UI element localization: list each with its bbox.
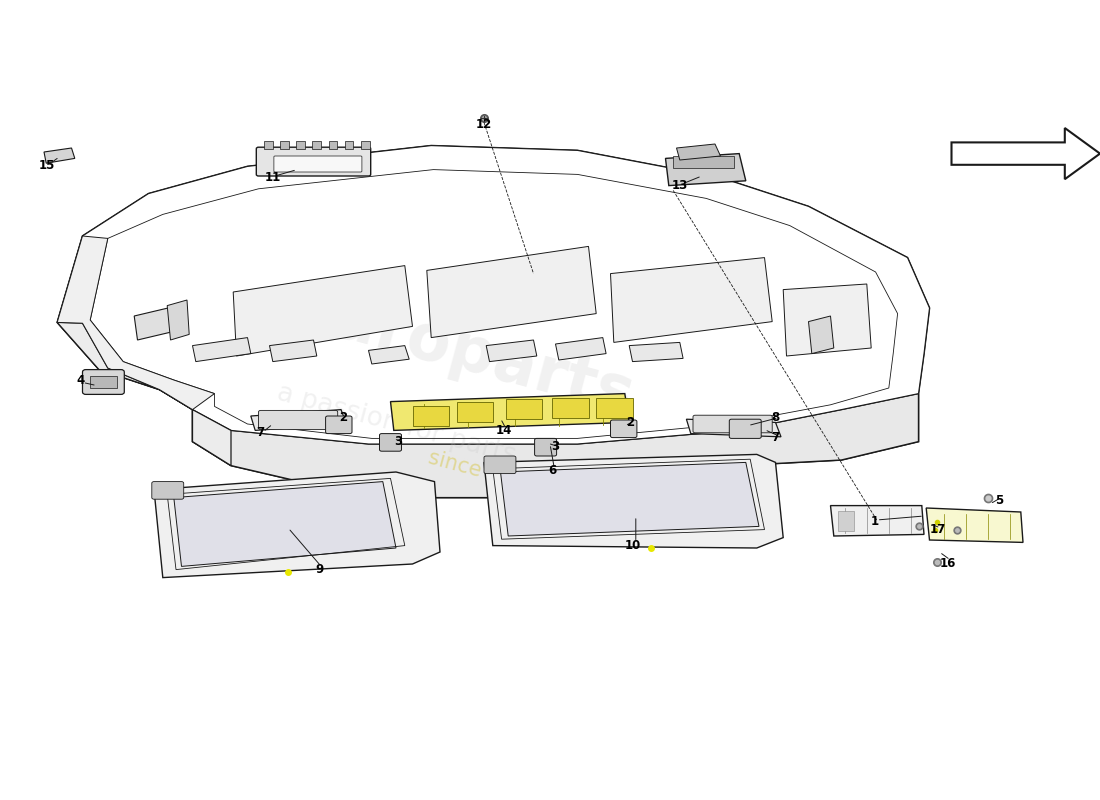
Polygon shape [676, 144, 720, 160]
Polygon shape [44, 148, 75, 163]
FancyBboxPatch shape [484, 456, 516, 474]
FancyBboxPatch shape [296, 141, 305, 149]
Text: 13: 13 [672, 179, 688, 192]
Text: 11: 11 [265, 171, 280, 184]
Polygon shape [270, 340, 317, 362]
Text: 6: 6 [548, 464, 557, 477]
Polygon shape [192, 338, 251, 362]
FancyBboxPatch shape [610, 420, 637, 438]
Text: 3: 3 [551, 440, 560, 453]
Polygon shape [686, 419, 781, 437]
Text: 7: 7 [256, 426, 265, 438]
FancyBboxPatch shape [673, 156, 734, 168]
Polygon shape [57, 236, 214, 410]
Polygon shape [57, 146, 930, 444]
Polygon shape [154, 472, 440, 578]
FancyBboxPatch shape [274, 156, 362, 172]
FancyBboxPatch shape [552, 398, 589, 418]
FancyBboxPatch shape [326, 416, 352, 434]
FancyBboxPatch shape [506, 399, 542, 419]
Polygon shape [233, 266, 412, 356]
FancyBboxPatch shape [82, 370, 124, 394]
Polygon shape [808, 316, 834, 354]
Polygon shape [926, 508, 1023, 542]
Text: 5: 5 [994, 494, 1003, 506]
Polygon shape [500, 462, 759, 536]
Polygon shape [390, 394, 629, 430]
FancyBboxPatch shape [344, 141, 353, 149]
Text: 14: 14 [496, 424, 512, 437]
Polygon shape [427, 246, 596, 338]
Polygon shape [486, 340, 537, 362]
Polygon shape [783, 284, 871, 356]
FancyBboxPatch shape [90, 376, 117, 388]
FancyBboxPatch shape [379, 434, 401, 451]
FancyBboxPatch shape [361, 141, 370, 149]
FancyBboxPatch shape [329, 141, 338, 149]
Text: 16: 16 [940, 557, 956, 570]
FancyBboxPatch shape [456, 402, 493, 422]
FancyBboxPatch shape [256, 147, 371, 176]
Text: europarts: europarts [284, 276, 640, 428]
FancyBboxPatch shape [258, 410, 338, 430]
Text: since 1985: since 1985 [427, 448, 541, 496]
Text: 4: 4 [76, 374, 85, 386]
Text: 12: 12 [476, 118, 492, 130]
FancyBboxPatch shape [152, 482, 184, 499]
Polygon shape [629, 342, 683, 362]
Polygon shape [57, 146, 930, 498]
Polygon shape [368, 346, 409, 364]
Polygon shape [556, 338, 606, 360]
FancyBboxPatch shape [838, 511, 854, 531]
Polygon shape [484, 454, 783, 548]
Text: 17: 17 [931, 523, 946, 536]
Text: a passion for parts: a passion for parts [274, 379, 518, 469]
Polygon shape [167, 300, 189, 340]
Text: 1: 1 [870, 515, 879, 528]
Polygon shape [192, 394, 918, 498]
Polygon shape [830, 506, 924, 536]
Polygon shape [57, 322, 231, 466]
FancyBboxPatch shape [264, 141, 273, 149]
FancyBboxPatch shape [729, 419, 761, 438]
Polygon shape [666, 154, 746, 186]
Polygon shape [174, 482, 396, 566]
FancyBboxPatch shape [412, 406, 449, 426]
Text: 7: 7 [771, 431, 780, 444]
FancyBboxPatch shape [535, 438, 557, 456]
FancyBboxPatch shape [280, 141, 289, 149]
FancyBboxPatch shape [693, 415, 772, 433]
Text: 10: 10 [625, 539, 640, 552]
FancyBboxPatch shape [596, 398, 632, 418]
Polygon shape [134, 306, 182, 340]
Text: 15: 15 [40, 159, 55, 172]
Text: 2: 2 [339, 411, 348, 424]
Text: 8: 8 [771, 411, 780, 424]
Polygon shape [251, 410, 346, 430]
FancyBboxPatch shape [312, 141, 321, 149]
Polygon shape [610, 258, 772, 342]
Text: 9: 9 [315, 563, 323, 576]
Text: 2: 2 [626, 416, 635, 429]
Text: 3: 3 [394, 435, 403, 448]
